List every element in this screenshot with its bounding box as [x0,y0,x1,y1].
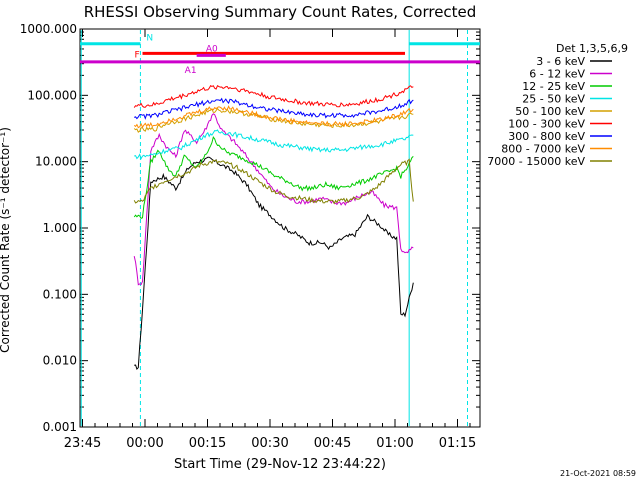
series-line-7 [133,105,414,129]
legend-label: 300 - 800 keV [508,130,585,143]
y-tick-label: 10.000 [35,155,77,169]
legend-label: 6 - 12 keV [529,68,585,81]
plot-layer: 0.001 0.010 0.100 1.000 10.000 100.000 1000.00… [20,22,612,451]
legend-label: 3 - 6 keV [536,55,585,68]
footer-date: 21-Oct-2021 08:59 [560,469,636,478]
x-tick-label: 00:30 [251,436,288,451]
x-axis-label: Start Time (29-Nov-12 23:44:22) [174,457,386,472]
series-line-8 [133,158,414,205]
series-line-4 [133,107,414,133]
y-tick-label: 0.010 [43,354,77,368]
x-tick-label: 00:15 [189,436,226,451]
x-tick-label: 23:45 [64,436,101,451]
x-tick-label: 01:15 [439,436,476,451]
series-line-0 [134,156,414,371]
legend-label: 100 - 300 keV [508,118,585,131]
legend-label: 12 - 25 keV [522,80,585,93]
legend-title: Det 1,3,5,6,9 [556,42,628,55]
annotation-label-n: N [146,34,153,44]
y-tick-label: 0.100 [43,287,77,301]
y-tick-label: 1.000 [43,221,77,235]
x-tick-label: 00:45 [314,436,351,451]
series-line-2 [133,135,414,220]
series-line-1 [133,113,414,286]
annotation-label-a1: A1 [185,66,197,76]
x-tick-label: 01:00 [376,436,413,451]
annotation-label-f: F [135,50,140,60]
y-tick-label: 0.001 [43,420,77,434]
chart-title: RHESSI Observing Summary Count Rates, Co… [84,3,477,21]
legend-label: 800 - 7000 keV [501,143,585,156]
legend-label: 50 - 100 keV [515,105,585,118]
annotation-label-a0: A0 [206,44,218,54]
series-line-6 [134,97,414,120]
x-tick-label: 00:00 [126,436,163,451]
series-line-3 [134,129,414,160]
legend-label: 7000 - 15000 keV [487,155,585,168]
y-axis-label: Corrected Count Rate (s⁻¹ detector⁻¹) [0,127,12,353]
series-line-5 [133,84,414,108]
y-tick-label: 100.000 [27,88,77,102]
y-tick-label: 1000.000 [20,22,77,36]
legend-label: 25 - 50 keV [522,93,585,106]
